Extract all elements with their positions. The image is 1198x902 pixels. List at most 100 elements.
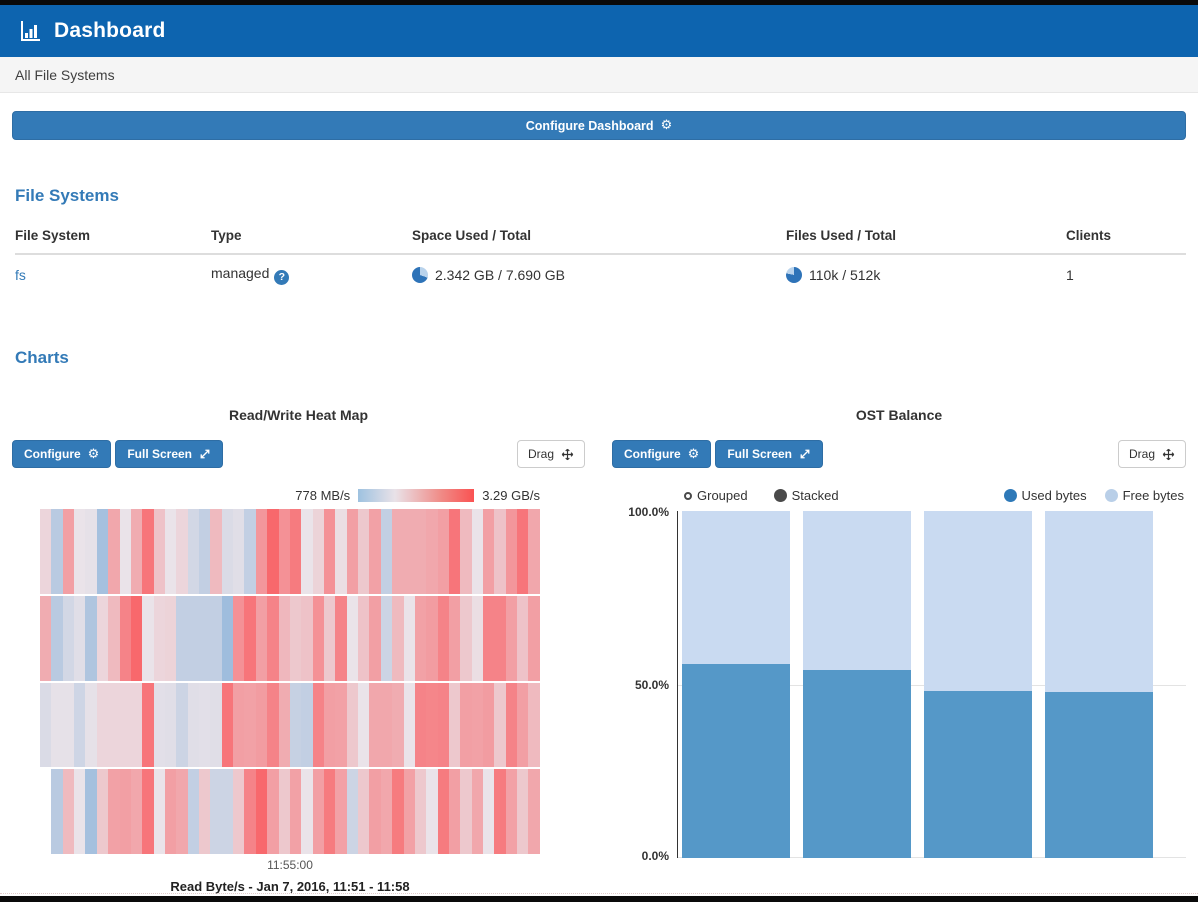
heatmap-cell[interactable]: [267, 595, 279, 681]
free-bytes-segment[interactable]: [924, 511, 1032, 691]
heatmap-cell[interactable]: [517, 595, 529, 681]
heatmap-cell[interactable]: [244, 682, 256, 768]
heatmap-cell[interactable]: [164, 595, 177, 681]
heatmap-cell[interactable]: [528, 509, 540, 594]
heatmap-cell[interactable]: [130, 769, 143, 854]
configure-dashboard-button[interactable]: Configure Dashboard ⚙: [12, 111, 1186, 140]
heatmap-cell[interactable]: [528, 682, 540, 768]
heatmap-cell[interactable]: [62, 509, 75, 594]
heatmap-cell[interactable]: [108, 509, 120, 594]
heatmap-cell[interactable]: [392, 682, 404, 768]
heatmap-cell[interactable]: [437, 509, 449, 594]
heatmap-cell[interactable]: [483, 769, 495, 854]
heatmap-cell[interactable]: [448, 595, 461, 681]
heatmap-cell[interactable]: [380, 682, 393, 768]
heatmap-cell[interactable]: [505, 595, 518, 681]
heatmap-cell[interactable]: [210, 595, 222, 681]
heatmap-cell[interactable]: [471, 595, 484, 681]
heatmap-cell[interactable]: [278, 595, 290, 681]
heatmap-cell[interactable]: [460, 595, 472, 681]
heatmap-cell[interactable]: [221, 595, 234, 681]
heatmap-cell[interactable]: [267, 509, 279, 594]
heatmap-cell[interactable]: [414, 769, 427, 854]
heatmap-cell[interactable]: [244, 509, 256, 594]
heatmap-drag-handle[interactable]: Drag: [516, 440, 585, 468]
heatmap-cell[interactable]: [108, 769, 120, 854]
heatmap-cell[interactable]: [517, 682, 529, 768]
heatmap-cell[interactable]: [233, 595, 245, 681]
heatmap-cell[interactable]: [176, 682, 188, 768]
heatmap-cell[interactable]: [369, 509, 381, 594]
heatmap-cell[interactable]: [346, 509, 359, 594]
heatmap-cell[interactable]: [392, 769, 404, 854]
free-bytes-segment[interactable]: [1045, 511, 1153, 693]
heatmap-cell[interactable]: [96, 682, 109, 768]
heatmap-cell[interactable]: [335, 509, 347, 594]
used-bytes-segment[interactable]: [924, 690, 1032, 858]
heatmap-cell[interactable]: [483, 595, 495, 681]
heatmap-cell[interactable]: [221, 769, 234, 854]
heatmap-cell[interactable]: [505, 769, 518, 854]
heatmap-cell[interactable]: [460, 682, 472, 768]
heatmap-cell[interactable]: [335, 682, 347, 768]
heatmap-cell[interactable]: [312, 769, 324, 854]
heatmap-cell[interactable]: [323, 769, 336, 854]
heatmap-cell[interactable]: [460, 509, 472, 594]
heatmap-cell[interactable]: [40, 595, 52, 681]
heatmap-cell[interactable]: [164, 509, 177, 594]
heatmap-cell[interactable]: [471, 769, 484, 854]
heatmap-cell[interactable]: [335, 769, 347, 854]
heatmap-cell[interactable]: [505, 682, 518, 768]
toggle-grouped[interactable]: Grouped: [684, 488, 748, 503]
heatmap-cell[interactable]: [85, 509, 97, 594]
heatmap-cell[interactable]: [153, 682, 165, 768]
heatmap-cell[interactable]: [130, 509, 143, 594]
heatmap-cell[interactable]: [301, 509, 313, 594]
heatmap-cell[interactable]: [369, 682, 381, 768]
heatmap-cell[interactable]: [210, 509, 222, 594]
heatmap-cell[interactable]: [369, 769, 381, 854]
heatmap-cell[interactable]: [426, 509, 438, 594]
heatmap-cell[interactable]: [62, 682, 75, 768]
heatmap-cell[interactable]: [164, 769, 177, 854]
heatmap-cell[interactable]: [403, 595, 415, 681]
heatmap-cell[interactable]: [244, 769, 256, 854]
heatmap-cell[interactable]: [494, 595, 506, 681]
heatmap-cell[interactable]: [85, 682, 97, 768]
breadcrumb[interactable]: All File Systems: [0, 57, 1198, 93]
heatmap-cell[interactable]: [426, 682, 438, 768]
heatmap-cell[interactable]: [301, 682, 313, 768]
heatmap-cell[interactable]: [221, 682, 234, 768]
heatmap-cell[interactable]: [403, 509, 415, 594]
heatmap-cell[interactable]: [153, 595, 165, 681]
heatmap-cell[interactable]: [187, 682, 200, 768]
heatmap-cell[interactable]: [289, 595, 302, 681]
heatmap-cell[interactable]: [494, 682, 506, 768]
ost-bar[interactable]: [682, 511, 790, 858]
heatmap-cell[interactable]: [255, 509, 268, 594]
heatmap-cell[interactable]: [51, 595, 63, 681]
heatmap-cell[interactable]: [369, 595, 381, 681]
heatmap-cell[interactable]: [301, 769, 313, 854]
heatmap-cell[interactable]: [199, 769, 211, 854]
heatmap-cell[interactable]: [528, 769, 540, 854]
heatmap-cell[interactable]: [176, 769, 188, 854]
heatmap-cell[interactable]: [448, 769, 461, 854]
heatmap-cell[interactable]: [437, 595, 449, 681]
heatmap-grid[interactable]: [40, 509, 540, 854]
heatmap-cell[interactable]: [358, 769, 370, 854]
heatmap-cell[interactable]: [448, 509, 461, 594]
heatmap-cell[interactable]: [40, 769, 51, 854]
heatmap-cell[interactable]: [40, 682, 52, 768]
heatmap-cell[interactable]: [289, 769, 302, 854]
help-icon[interactable]: ?: [274, 270, 290, 285]
heatmap-cell[interactable]: [312, 682, 324, 768]
heatmap-cell[interactable]: [414, 682, 427, 768]
heatmap-cell[interactable]: [517, 509, 529, 594]
heatmap-cell[interactable]: [392, 595, 404, 681]
heatmap-cell[interactable]: [471, 509, 484, 594]
heatmap-cell[interactable]: [199, 682, 211, 768]
heatmap-cell[interactable]: [323, 595, 336, 681]
heatmap-cell[interactable]: [108, 682, 120, 768]
heatmap-cell[interactable]: [108, 595, 120, 681]
